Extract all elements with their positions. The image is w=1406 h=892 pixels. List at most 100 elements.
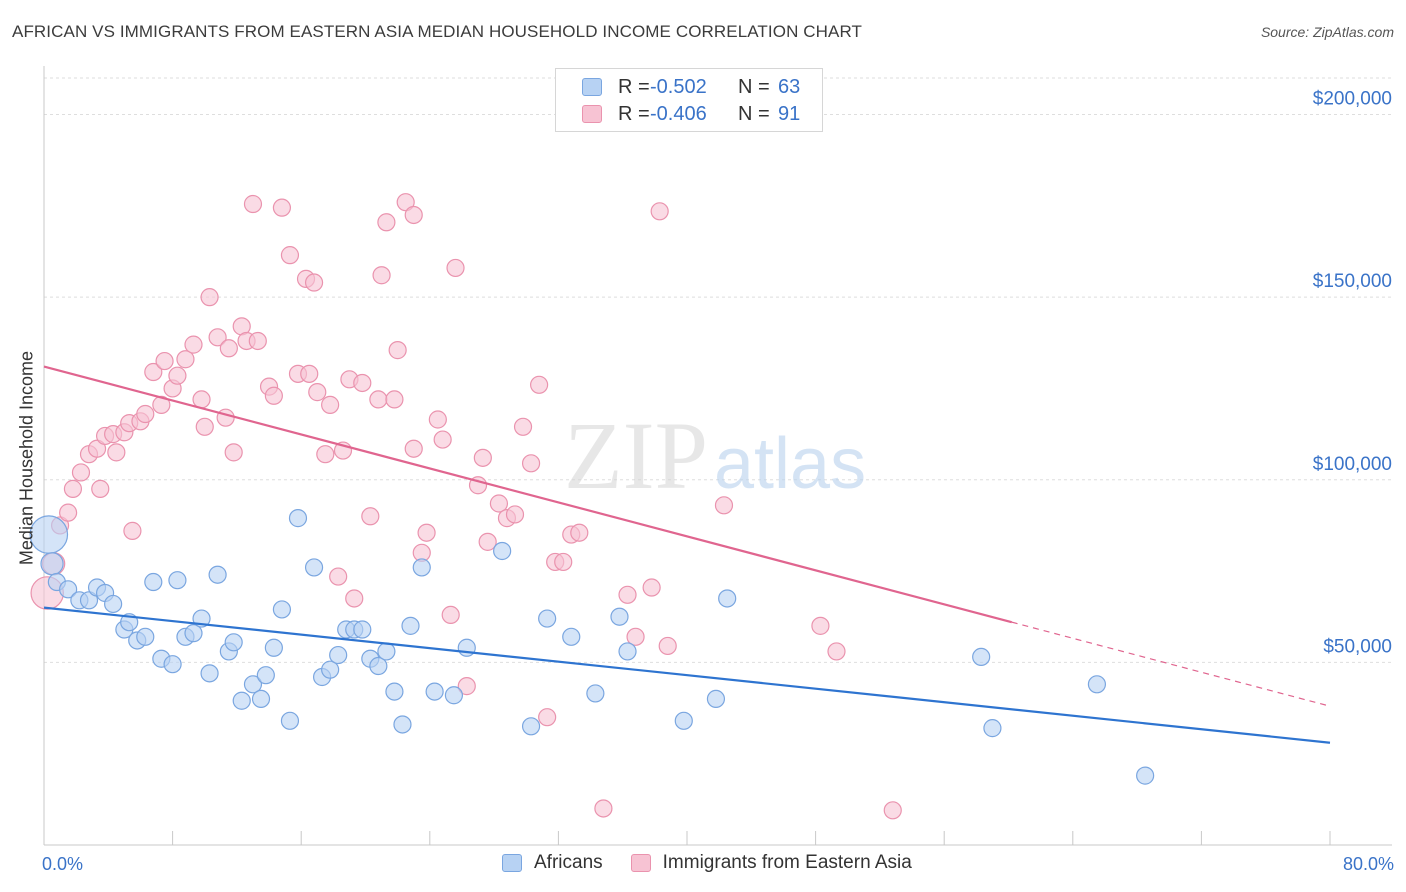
africans-point — [369, 656, 388, 676]
y-tick-label: $100,000 — [1313, 454, 1392, 475]
legend-swatch-blue — [582, 78, 602, 96]
africans-point — [538, 609, 557, 628]
chart-title: AFRICAN VS IMMIGRANTS FROM EASTERN ASIA … — [12, 22, 863, 41]
immigrants-point — [91, 479, 110, 498]
immigrants-point — [626, 627, 645, 646]
africans-point — [425, 682, 444, 701]
x-tick-label: 0.0% — [42, 854, 83, 874]
grid-layer — [44, 77, 1392, 663]
series-legend: Africans Immigrants from Eastern Asia — [502, 852, 940, 874]
tick-labels: $50,000 $100,000 $150,000 $200,000 0.0% 80.0% — [42, 89, 1394, 874]
immigrants-point — [554, 552, 573, 572]
immigrants-point — [377, 213, 396, 232]
immigrants-point — [388, 341, 407, 360]
immigrants-point — [300, 364, 319, 383]
immigrants-point — [457, 677, 476, 696]
immigrants-point — [136, 404, 155, 424]
immigrants-point — [71, 463, 91, 482]
africans-point — [208, 565, 227, 584]
series-immigrants-eastern-asia — [30, 193, 902, 820]
africans-point — [618, 642, 637, 661]
immigrants-point — [144, 362, 163, 382]
africans-point — [304, 558, 324, 577]
immigrants-point — [811, 616, 830, 635]
immigrants-point — [618, 585, 637, 604]
immigrants-point — [473, 448, 492, 467]
trend-line-immigrants-extension — [1011, 621, 1331, 707]
immigrants-point — [489, 494, 509, 513]
immigrants-point — [87, 439, 107, 458]
correlation-legend: R = -0.502 N = 63 R = -0.406 N = 91 — [555, 68, 823, 132]
africans-point — [79, 591, 99, 610]
africans-point — [168, 571, 187, 590]
immigrants-point — [329, 567, 348, 586]
africans-point — [1136, 766, 1155, 785]
immigrants-point — [594, 799, 613, 818]
africans-point — [243, 675, 263, 694]
legend-swatch-blue — [502, 854, 522, 872]
immigrants-point — [433, 430, 452, 449]
x-tick-label: 80.0% — [1343, 854, 1394, 874]
africans-point — [385, 682, 404, 701]
immigrants-point — [219, 339, 238, 358]
immigrants-point — [404, 205, 423, 225]
immigrants-point — [248, 331, 267, 351]
immigrants-point — [304, 273, 324, 292]
trend-line-africans — [43, 606, 1331, 744]
africans-point — [264, 638, 283, 657]
immigrants-point — [513, 417, 533, 436]
africans-point — [493, 541, 512, 561]
immigrants-point — [176, 350, 195, 369]
immigrants-point — [316, 445, 335, 464]
africans-point — [444, 686, 464, 705]
immigrants-point — [208, 328, 227, 347]
immigrants-point — [417, 523, 436, 542]
watermark: ZIP atlas — [564, 402, 866, 509]
africans-point — [706, 689, 726, 709]
y-tick-label: $150,000 — [1313, 271, 1392, 292]
immigrants-point — [372, 266, 391, 285]
watermark-zip: ZIP — [564, 402, 708, 509]
immigrants-point — [369, 390, 388, 409]
immigrants-point — [280, 246, 300, 265]
immigrants-point — [404, 439, 423, 458]
immigrants-point — [570, 523, 589, 542]
africans-point — [288, 509, 308, 528]
legend-r-value: -0.502 — [650, 75, 707, 98]
legend-n-value: 63 — [778, 75, 801, 98]
africans-point — [256, 666, 275, 685]
trend-lines — [43, 365, 1331, 744]
africans-point — [674, 711, 693, 730]
africans-point — [200, 664, 219, 683]
axis-layer — [43, 66, 1392, 846]
immigrants-point — [192, 390, 211, 409]
immigrants-point — [168, 366, 187, 385]
immigrants-point — [272, 198, 292, 217]
legend-r-label: R = — [618, 102, 650, 125]
africans-point — [59, 580, 78, 599]
legend-n-value: 91 — [778, 102, 801, 125]
africans-point — [163, 655, 182, 674]
immigrants-point — [195, 417, 214, 436]
africans-point — [251, 689, 271, 709]
africans-point — [184, 624, 203, 643]
legend-label-africans: Africans — [534, 852, 603, 873]
legend-swatch-pink — [582, 105, 602, 123]
africans-point — [321, 660, 340, 679]
africans-point — [586, 684, 605, 703]
legend-item-africans[interactable]: Africans — [502, 852, 603, 874]
immigrants-point — [123, 521, 142, 540]
legend-item-immigrants[interactable]: Immigrants from Eastern Asia — [630, 852, 912, 874]
africans-point — [329, 645, 348, 665]
immigrants-point — [521, 454, 541, 473]
africans-point — [412, 558, 431, 577]
africans-point — [280, 711, 300, 730]
immigrants-point — [264, 386, 283, 405]
africans-point — [353, 620, 372, 639]
immigrants-point — [345, 589, 364, 608]
africans-point — [272, 600, 292, 619]
immigrants-point — [63, 479, 83, 498]
immigrants-point — [883, 801, 902, 820]
immigrants-point — [642, 578, 661, 597]
immigrants-point — [184, 335, 203, 354]
